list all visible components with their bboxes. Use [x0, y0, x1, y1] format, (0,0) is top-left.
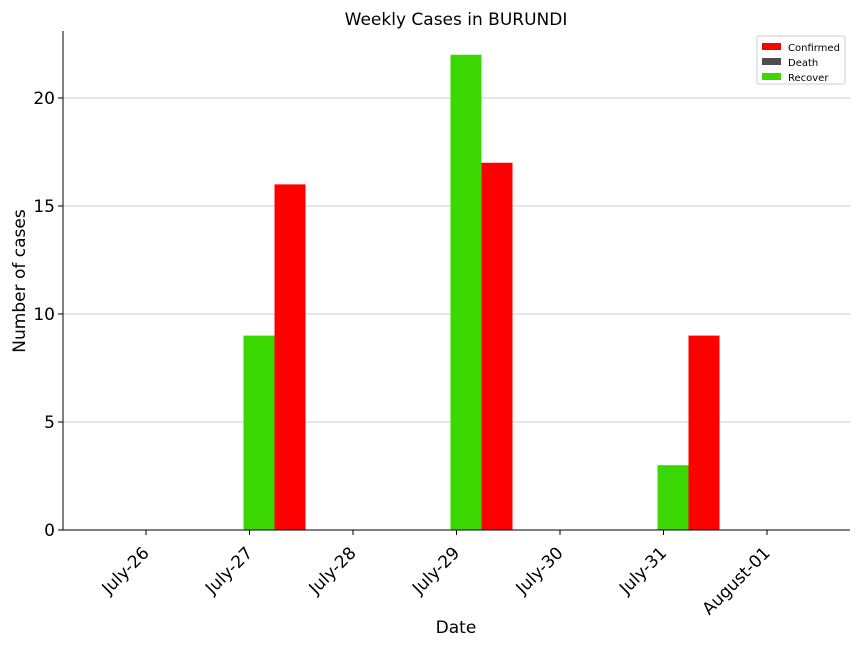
y-tick-label: 0	[44, 521, 55, 541]
legend-label-recover: Recover	[788, 73, 829, 84]
legend-label-confirmed: Confirmed	[788, 43, 840, 54]
x-axis-label: Date	[436, 618, 477, 638]
bar-recover-july-31	[657, 465, 689, 530]
bar-confirmed-july-27	[274, 184, 306, 530]
x-tick-label: July-27	[201, 543, 257, 599]
bar-confirmed-july-29	[481, 162, 513, 530]
y-tick-label: 10	[33, 305, 55, 325]
y-ticks: 0 5 10 15 20	[33, 89, 63, 541]
bar-confirmed-july-31	[688, 335, 720, 530]
bar-recover-july-29	[450, 54, 482, 531]
y-tick-label: 20	[33, 89, 55, 109]
legend-swatch-confirmed	[762, 43, 781, 50]
x-tick-label: July-31	[615, 543, 671, 599]
y-tick-label: 5	[44, 413, 55, 433]
y-tick-label: 15	[33, 197, 55, 217]
x-tick-label: July-28	[305, 543, 361, 599]
x-tick-label: August-01	[699, 543, 775, 619]
legend-swatch-recover	[762, 73, 781, 80]
x-tick-label: July-30	[512, 543, 568, 599]
bar-recover-july-27	[243, 335, 275, 530]
chart-title: Weekly Cases in BURUNDI	[345, 10, 568, 30]
legend-label-death: Death	[788, 58, 818, 69]
legend-swatch-death	[762, 58, 781, 65]
x-tick-label: July-26	[98, 543, 154, 599]
x-tick-label: July-29	[408, 543, 464, 599]
bars	[243, 54, 720, 531]
legend: Confirmed Death Recover	[756, 35, 846, 85]
x-ticks: July-26 July-27 July-28 July-29 July-30 July-…	[98, 530, 775, 619]
y-axis-label: Number of cases	[10, 209, 30, 353]
